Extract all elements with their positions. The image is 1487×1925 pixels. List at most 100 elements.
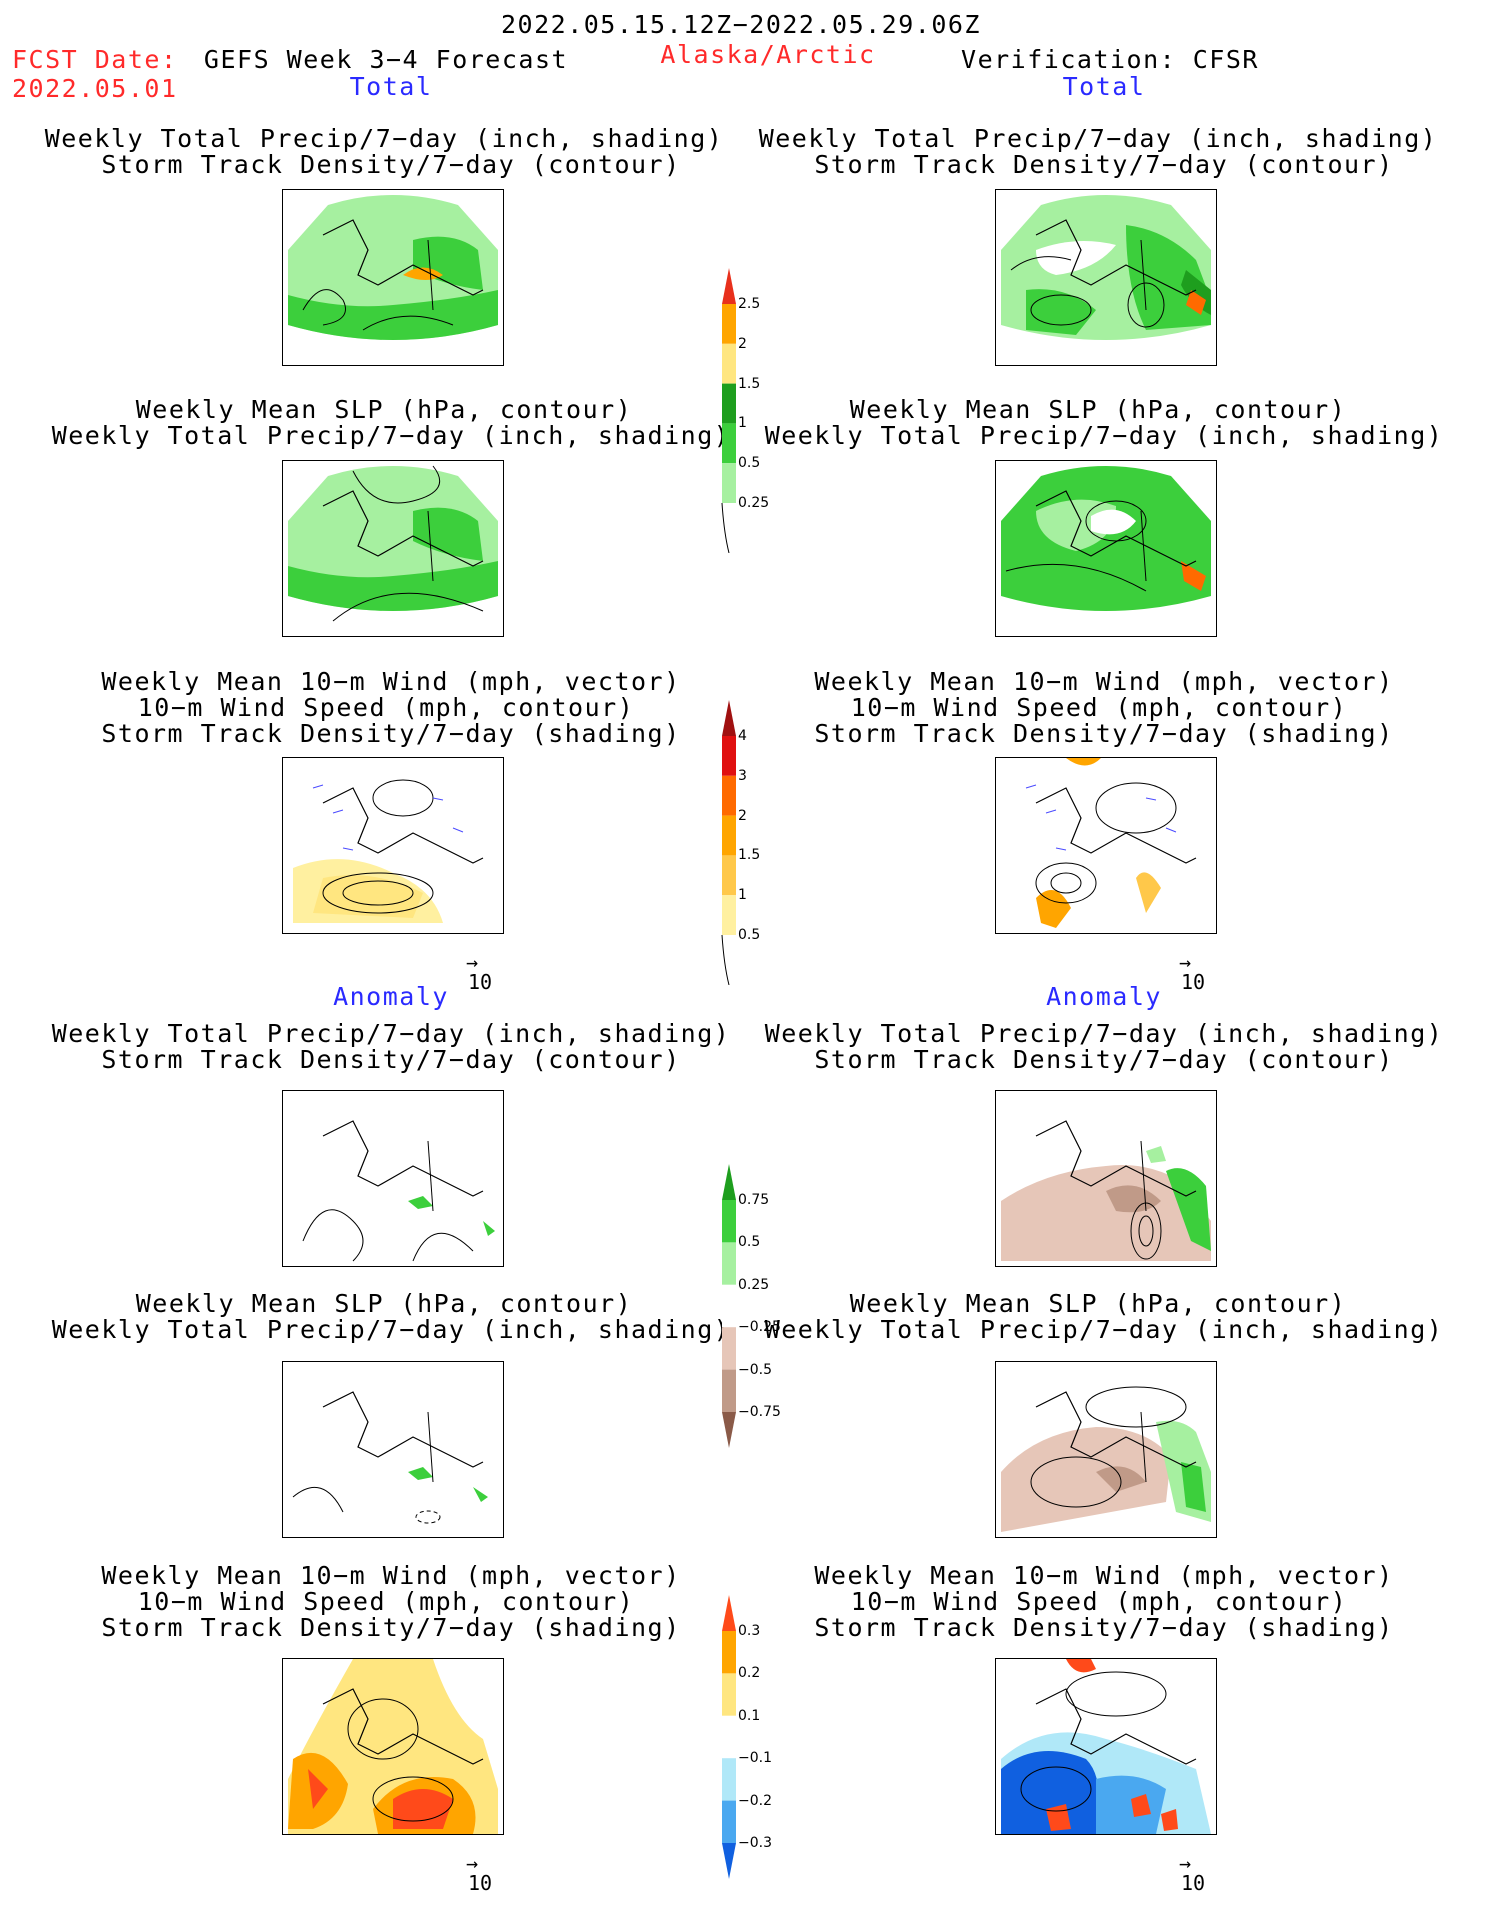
colorbar-label: −0.25 (738, 1319, 781, 1336)
panel-title-line: Weekly Mean SLP (hPa, contour) (849, 395, 1347, 424)
colorbar-swatch (722, 700, 736, 736)
reference-arrow-label: 10 (468, 1871, 493, 1895)
map-precip-anomaly-forecast (282, 1090, 504, 1267)
panel-title-line: Storm Track Density/7−day (shading) (101, 719, 681, 748)
colorbar-label: 1.5 (738, 847, 761, 864)
panel-title-line: 10−m Wind Speed (mph, contour) (137, 1587, 635, 1616)
panel-title-line: Weekly Total Precip/7−day (inch, shading… (758, 124, 1438, 153)
map-wind-anomaly-forecast (282, 1658, 504, 1835)
panel-title-line: Storm Track Density/7−day (shading) (814, 719, 1394, 748)
reference-arrow-icon: → (466, 950, 479, 974)
colorbar-swatch (722, 1242, 736, 1285)
panel-title-line: Weekly Mean 10−m Wind (mph, vector) (101, 667, 681, 696)
colorbar-tail (721, 502, 730, 553)
colorbar-label: 0.5 (738, 1234, 761, 1251)
panel-title-line: Weekly Total Precip/7−day (inch, shading… (51, 1019, 731, 1048)
colorbar-track-total: 4 3 2 1.5 1 0.5 (720, 700, 810, 985)
colorbar-graphic (721, 268, 736, 553)
panel-title-line: Weekly Total Precip/7−day (inch, shading… (44, 124, 724, 153)
colorbar-swatch (722, 1412, 736, 1448)
colorbar-label: 2 (738, 807, 747, 824)
colorbar-swatch (722, 1758, 736, 1801)
colorbar-swatch (722, 304, 736, 344)
section-anomaly-left: Anomaly (333, 982, 449, 1011)
panel-title-line: 10−m Wind Speed (mph, contour) (137, 693, 635, 722)
colorbar-label: 0.25 (738, 1276, 770, 1293)
panel-title-line: 10−m Wind Speed (mph, contour) (850, 693, 1348, 722)
map-wind-verification (995, 757, 1217, 934)
panel-title-line: Storm Track Density/7−day (shading) (101, 1613, 681, 1642)
colorbar-graphic (722, 1164, 736, 1448)
reference-arrow-label: 10 (1181, 1871, 1206, 1895)
panel-title-line: Weekly Mean SLP (hPa, contour) (135, 1289, 633, 1318)
colorbar-label: 0.3 (738, 1623, 761, 1639)
colorbar-swatch (722, 1200, 736, 1243)
panel-title-line: Weekly Mean SLP (hPa, contour) (849, 1289, 1347, 1318)
panel-title-line: Storm Track Density/7−day (contour) (101, 150, 681, 179)
section-total-left: Total (349, 72, 433, 101)
colorbar-label: 3 (738, 767, 747, 784)
colorbar-label: 2 (738, 335, 747, 352)
panel-title-line: Weekly Mean 10−m Wind (mph, vector) (814, 667, 1394, 696)
panel-title-line: Storm Track Density/7−day (contour) (814, 1045, 1394, 1074)
colorbar-swatch (722, 895, 736, 935)
fcst-date-label: FCST Date: (12, 45, 178, 74)
colorbar-swatch (722, 775, 736, 816)
panel-title-line: Weekly Mean 10−m Wind (mph, vector) (101, 1561, 681, 1590)
panel-title-line: Weekly Mean 10−m Wind (mph, vector) (814, 1561, 1394, 1590)
colorbar-label: −0.1 (738, 1750, 772, 1767)
colorbar-swatch (722, 343, 736, 384)
map-wind-anomaly-verification (995, 1658, 1217, 1835)
colorbar-precip-total: 2.5 2 1.5 1 0.5 0.25 (720, 268, 810, 553)
period-title: 2022.05.15.12Z−2022.05.29.06Z (501, 10, 981, 39)
map-slp-precip-verification (995, 460, 1217, 637)
colorbar-label: 0.25 (738, 495, 770, 511)
colorbar-swatch (722, 1284, 736, 1328)
colorbar-precip-anomaly: 0.75 0.5 0.25 −0.25 −0.5 −0.75 (720, 1164, 810, 1448)
colorbar-swatch (722, 736, 736, 776)
colorbar-label: 1.5 (738, 375, 761, 392)
colorbar-graphic (722, 1595, 736, 1879)
panel-title-line: Weekly Total Precip/7−day (inch, shading… (51, 421, 731, 450)
colorbar-swatch (722, 1595, 736, 1631)
panel-title-line: Storm Track Density/7−day (contour) (814, 150, 1394, 179)
colorbar-swatch (722, 1800, 736, 1843)
reference-arrow-label: 10 (1181, 970, 1206, 994)
colorbar-swatch (722, 1673, 736, 1716)
product-title: GEFS Week 3−4 Forecast (203, 45, 569, 74)
colorbar-label: 0.2 (738, 1665, 761, 1682)
colorbar-label: −0.3 (738, 1835, 772, 1851)
reference-arrow-label: 10 (468, 970, 493, 994)
colorbar-label: −0.75 (738, 1404, 781, 1420)
panel-title-line: Weekly Total Precip/7−day (inch, shading… (764, 1315, 1444, 1344)
colorbar-swatch (722, 268, 736, 304)
panel-title-line: Weekly Total Precip/7−day (inch, shading… (51, 1315, 731, 1344)
panel-title-line: 10−m Wind Speed (mph, contour) (850, 1587, 1348, 1616)
fcst-date-value: 2022.05.01 (12, 74, 178, 103)
panel-title-line: Weekly Total Precip/7−day (inch, shading… (764, 1019, 1444, 1048)
colorbar-swatch (722, 1369, 736, 1412)
colorbar-swatch (722, 1164, 736, 1200)
map-total-precip-forecast (282, 189, 504, 366)
reference-arrow-icon: → (1179, 1851, 1192, 1875)
colorbar-swatch (722, 1631, 736, 1674)
colorbar-label: 0.75 (738, 1192, 770, 1208)
panel-title-line: Weekly Mean SLP (hPa, contour) (135, 395, 633, 424)
colorbar-label: −0.2 (738, 1792, 772, 1809)
section-total-right: Total (1062, 72, 1146, 101)
colorbar-label: −0.5 (738, 1361, 772, 1378)
colorbar-swatch (722, 1327, 736, 1370)
colorbar-label: 0.5 (738, 455, 761, 472)
map-total-precip-verification (995, 189, 1217, 366)
region-title: Alaska/Arctic (660, 40, 876, 69)
colorbar-label: 0.5 (738, 927, 761, 943)
map-slp-precip-forecast (282, 460, 504, 637)
verification-title: Verification: CFSR (961, 45, 1259, 74)
panel-title-line: Weekly Total Precip/7−day (inch, shading… (764, 421, 1444, 450)
colorbar-swatch (722, 855, 736, 896)
colorbar-label: 2.5 (738, 296, 761, 312)
colorbar-graphic (721, 700, 736, 985)
section-anomaly-right: Anomaly (1046, 982, 1162, 1011)
colorbar-swatch (722, 423, 736, 464)
colorbar-swatch (722, 1843, 736, 1879)
